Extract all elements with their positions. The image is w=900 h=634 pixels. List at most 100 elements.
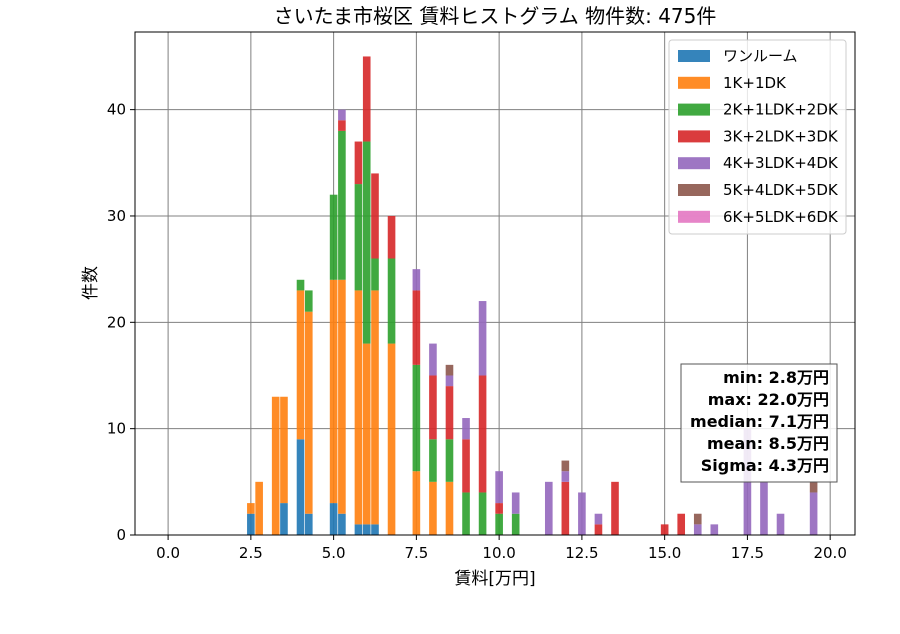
histogram-bar [412,364,421,472]
legend-label: 5K+4LDK+5DK [723,181,839,199]
histogram-bar [660,524,669,535]
histogram-bar [304,311,313,514]
histogram-bar [371,173,379,259]
histogram-bar [445,386,454,440]
stat-mean: mean: 8.5万円 [707,434,829,453]
y-tick-label: 0 [116,526,126,544]
histogram-bar [338,130,346,280]
histogram-bar [462,418,470,440]
histogram-bar [329,279,338,504]
histogram-bar [693,513,702,525]
histogram-bar [354,184,363,291]
x-tick-label: 2.5 [239,544,263,562]
histogram-bar [594,524,603,535]
legend-swatch [678,103,710,116]
histogram-bar [611,481,619,535]
histogram-bar [429,439,437,482]
legend-label: 4K+3LDK+4DK [723,154,839,172]
histogram-bar [478,375,487,493]
histogram-bar [354,524,363,535]
histogram-bar [296,279,305,291]
histogram-bar [280,396,288,504]
histogram-bar [511,513,520,535]
histogram-bar [338,120,346,131]
legend-swatch [678,210,710,223]
stats-box: min: 2.8万円 max: 22.0万円 median: 7.1万円 mea… [680,363,838,483]
histogram-bar [387,343,396,535]
histogram-bar [429,375,437,440]
histogram-bar [710,524,719,535]
stat-min: min: 2.8万円 [723,368,829,387]
histogram-bar [296,290,305,440]
x-tick-label: 12.5 [565,544,598,562]
histogram-bar [247,513,255,535]
histogram-bar [594,513,603,525]
histogram-bar [429,343,437,376]
histogram-bar [809,492,818,535]
histogram-bar [354,290,363,525]
histogram-bar [354,141,363,185]
histogram-bar [271,396,280,535]
histogram-bar [693,524,702,535]
histogram-bar [478,301,487,376]
histogram-bar [462,439,470,493]
histogram-bar [478,492,487,535]
histogram-bar [255,481,263,535]
legend-label: ワンルーム [723,47,798,65]
legend-swatch [678,130,710,143]
histogram-bar [371,290,379,525]
histogram-bar [544,481,553,535]
histogram-bar [338,513,346,535]
bars-layer [247,56,818,535]
chart-title: さいたま市桜区 賃料ヒストグラム 物件数: 475件 [274,4,717,28]
y-axis-label: 件数 [81,266,101,300]
histogram-bar [776,513,785,535]
histogram-bar [371,524,379,535]
histogram-bar [362,524,371,535]
histogram-bar [445,375,454,387]
histogram-bar [329,194,338,280]
histogram-bar [412,269,421,291]
x-tick-label: 7.5 [404,544,428,562]
histogram-bar [677,513,686,535]
histogram-bar [387,215,396,259]
x-tick-label: 17.5 [731,544,764,562]
x-tick-label: 20.0 [813,544,846,562]
legend-label: 2K+1LDK+2DK [723,101,839,119]
histogram-bar [296,439,305,535]
histogram-bar [462,492,470,535]
histogram-bar [495,503,503,514]
legend-swatch [678,184,710,196]
histogram-bar [329,503,338,535]
legend-label: 6K+5LDK+6DK [723,208,839,226]
histogram-bar [280,503,288,535]
legend-frame [668,39,847,235]
histogram-bar [371,258,379,291]
stat-sigma: Sigma: 4.3万円 [701,456,829,475]
histogram-bar [511,492,520,514]
histogram-bar [760,481,768,535]
x-tick-label: 10.0 [482,544,515,562]
histogram-bar [445,364,454,376]
y-tick-label: 40 [107,101,126,119]
x-tick-label: 0.0 [156,544,180,562]
histogram-bar [561,481,570,535]
histogram-bar [338,109,346,121]
y-axis-ticks: 0 10 20 30 40 [107,101,135,544]
histogram-bar [445,439,454,482]
x-tick-label: 15.0 [648,544,681,562]
histogram-bar [561,460,570,472]
y-tick-label: 10 [107,420,126,438]
histogram-bar [429,481,437,535]
x-tick-label: 5.0 [322,544,346,562]
stats-box-frame [680,363,838,483]
stat-median: median: 7.1万円 [690,412,829,431]
y-tick-label: 30 [107,207,126,225]
histogram-bar [362,343,371,525]
plot-frame [134,31,856,536]
y-tick-label: 20 [107,313,126,331]
histogram-bar [495,471,503,504]
legend-swatch [678,76,710,89]
